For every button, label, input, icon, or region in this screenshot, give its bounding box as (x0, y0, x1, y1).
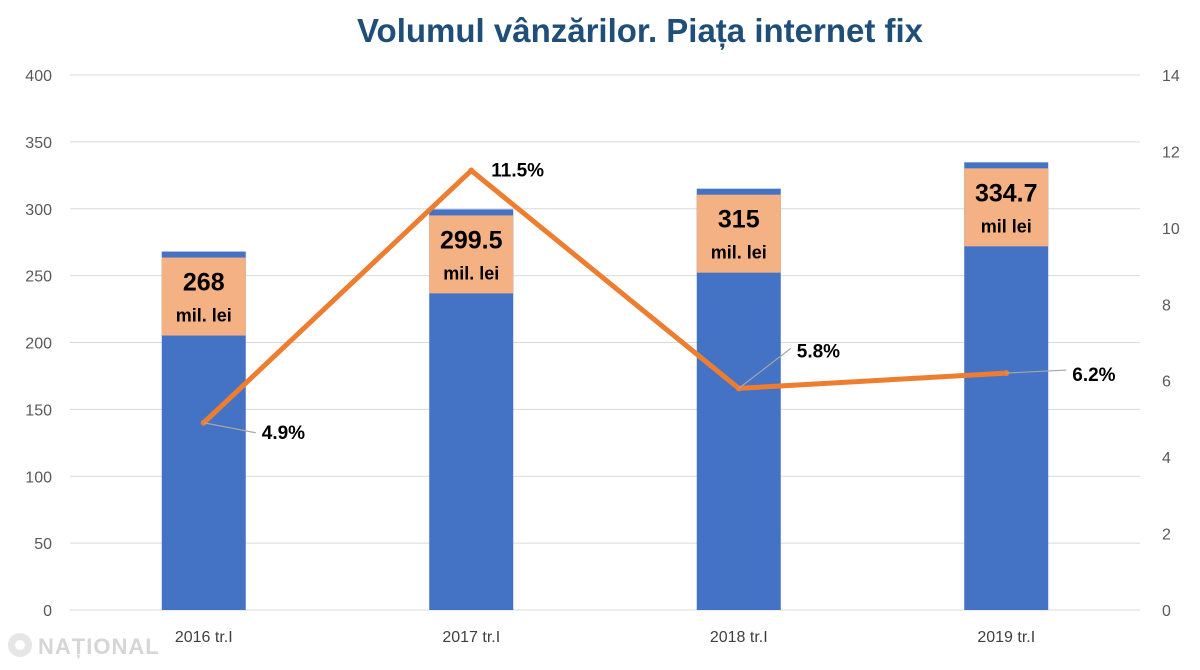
bar-label-box (161, 257, 246, 336)
bar-unit-label: mil. lei (176, 306, 232, 326)
left-axis-tick-label: 400 (25, 68, 52, 85)
category-labels: 2016 tr.I 2017 tr.I 2018 tr.I 2019 tr.I (175, 629, 1035, 646)
left-axis-tick-label: 250 (25, 269, 52, 286)
left-axis-tick-label: 50 (34, 536, 52, 553)
grid-lines (70, 74, 1140, 611)
right-axis-tick-label: 12 (1162, 144, 1180, 161)
left-axis-tick-label: 100 (25, 469, 52, 486)
right-axis-tick-label: 0 (1162, 603, 1171, 620)
bar-label-box (429, 215, 514, 294)
left-axis-tick-label: 350 (25, 135, 52, 152)
bar-value-label: 299.5 (440, 226, 503, 254)
left-axis-tick-label: 300 (25, 202, 52, 219)
bar-label-box (696, 194, 781, 273)
growth-percent-label: 4.9% (262, 423, 305, 444)
bar-unit-label: mil. lei (443, 263, 499, 283)
category-label: 2019 tr.I (977, 629, 1035, 646)
left-axis-tick-label: 150 (25, 402, 52, 419)
growth-line: 4.9% 11.5% 5.8% 6.2% (200, 161, 1116, 444)
bar-label-box (964, 168, 1049, 247)
right-axis-tick-label: 8 (1162, 297, 1171, 314)
growth-label-leader (203, 422, 256, 434)
right-axis-tick-label: 4 (1162, 450, 1171, 467)
bar-value-label: 268 (183, 269, 225, 297)
growth-percent-label: 5.8% (797, 341, 840, 362)
right-axis-tick-label: 2 (1162, 527, 1171, 544)
category-label: 2018 tr.I (710, 629, 768, 646)
bar-value-labels: 268 mil. lei 299.5 mil. lei 315 mil. lei 334.7… (161, 168, 1049, 336)
growth-line-path (202, 167, 1007, 425)
bar-unit-label: mil. lei (711, 243, 767, 263)
watermark-logo: NAȚIONAL (8, 633, 160, 659)
left-axis: 0 50 100 150 200 250 300 350 400 (25, 68, 52, 620)
watermark-logo-text: NAȚIONAL (38, 634, 160, 659)
right-axis-tick-label: 14 (1162, 68, 1180, 85)
growth-label-leader (1006, 369, 1067, 374)
left-axis-tick-label: 0 (43, 603, 52, 620)
bar-value-label: 334.7 (975, 179, 1038, 207)
bar-value-label: 315 (718, 206, 760, 234)
watermark-logo-icon-center (15, 640, 25, 650)
right-axis-tick-label: 6 (1162, 374, 1171, 391)
growth-percent-label: 11.5% (491, 161, 544, 182)
growth-line-point (468, 167, 475, 174)
growth-percent-label: 6.2% (1072, 365, 1115, 386)
category-label: 2016 tr.I (175, 629, 233, 646)
chart-title: Volumul vânzărilor. Piața internet fix (357, 12, 924, 50)
bar-unit-label: mil lei (981, 216, 1032, 236)
category-label: 2017 tr.I (442, 629, 500, 646)
left-axis-tick-label: 200 (25, 336, 52, 353)
right-axis: 0 2 4 6 8 10 12 14 (1162, 68, 1180, 620)
right-axis-tick-label: 10 (1162, 221, 1180, 238)
growth-label-leader (738, 347, 792, 389)
